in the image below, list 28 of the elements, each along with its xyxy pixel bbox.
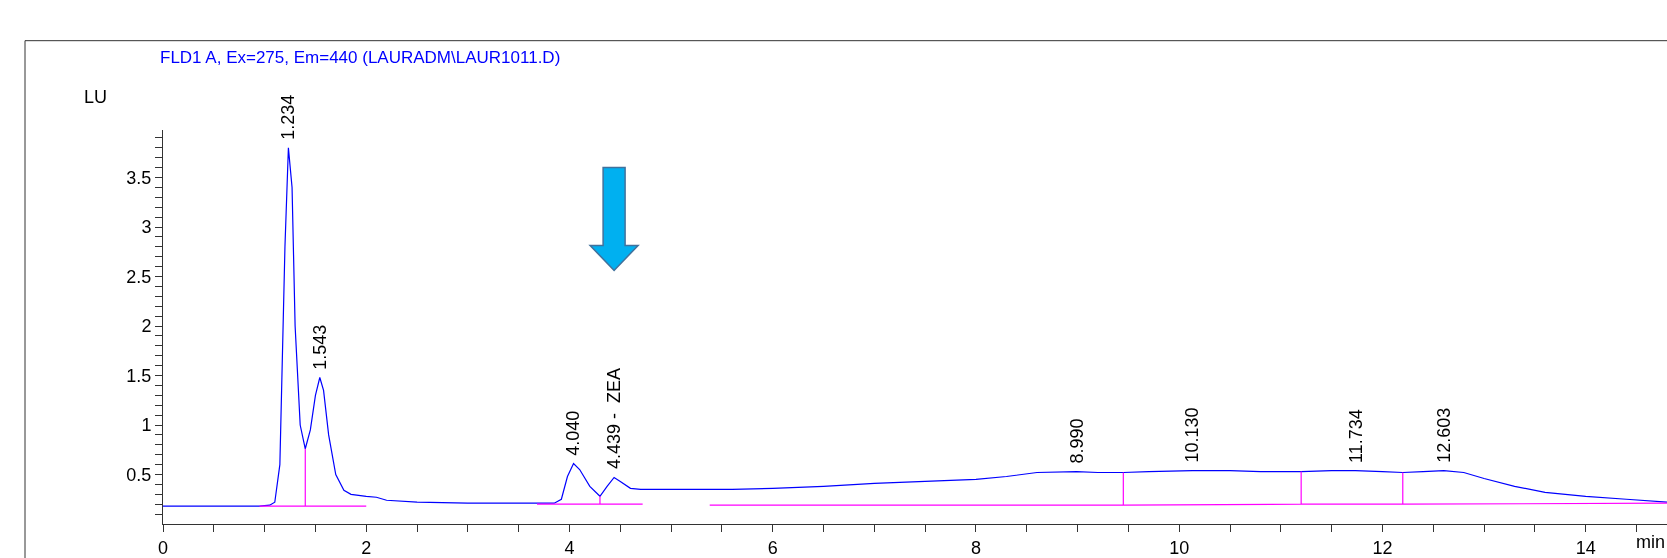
y-axis-title: LU xyxy=(84,87,108,107)
annotation: 11.734 xyxy=(1345,409,1366,463)
x-tick-label: 8 xyxy=(970,537,981,558)
annotation: 12.603 xyxy=(1433,407,1454,463)
chart-title: FLD1 A, Ex=275, Em=440 (LAURADM\LAUR1011.D) xyxy=(160,47,561,67)
y-tick-label: 2 xyxy=(141,316,152,337)
annotation: 4.040 xyxy=(563,410,584,456)
annotation: 4.439 - ZEA xyxy=(604,368,625,470)
annotation: 1.543 xyxy=(309,324,330,370)
annotation: 8.990 xyxy=(1066,418,1087,464)
y-tick-label: 2.5 xyxy=(126,266,152,287)
annotation: 10.130 xyxy=(1182,407,1203,463)
y-tick-label: 1 xyxy=(141,415,152,436)
y-tick-label: 3 xyxy=(141,217,152,238)
y-tick-label: 1.5 xyxy=(126,365,152,386)
x-tick-label: 12 xyxy=(1372,537,1393,558)
x-axis-title: min xyxy=(1636,532,1666,552)
line-series xyxy=(709,470,1667,506)
x-tick-label: 14 xyxy=(1575,537,1596,558)
x-tick-label: 4 xyxy=(564,537,575,558)
annotation: 1.234 xyxy=(278,94,299,140)
x-tick-label: 10 xyxy=(1169,537,1190,558)
x-tick-label: 0 xyxy=(157,537,169,558)
line-series xyxy=(163,147,1667,507)
x-tick-label: 6 xyxy=(767,537,778,558)
y-tick-label: 0.5 xyxy=(126,464,152,485)
x-tick-label: 2 xyxy=(361,537,372,558)
y-tick-label: 3.5 xyxy=(126,167,152,188)
